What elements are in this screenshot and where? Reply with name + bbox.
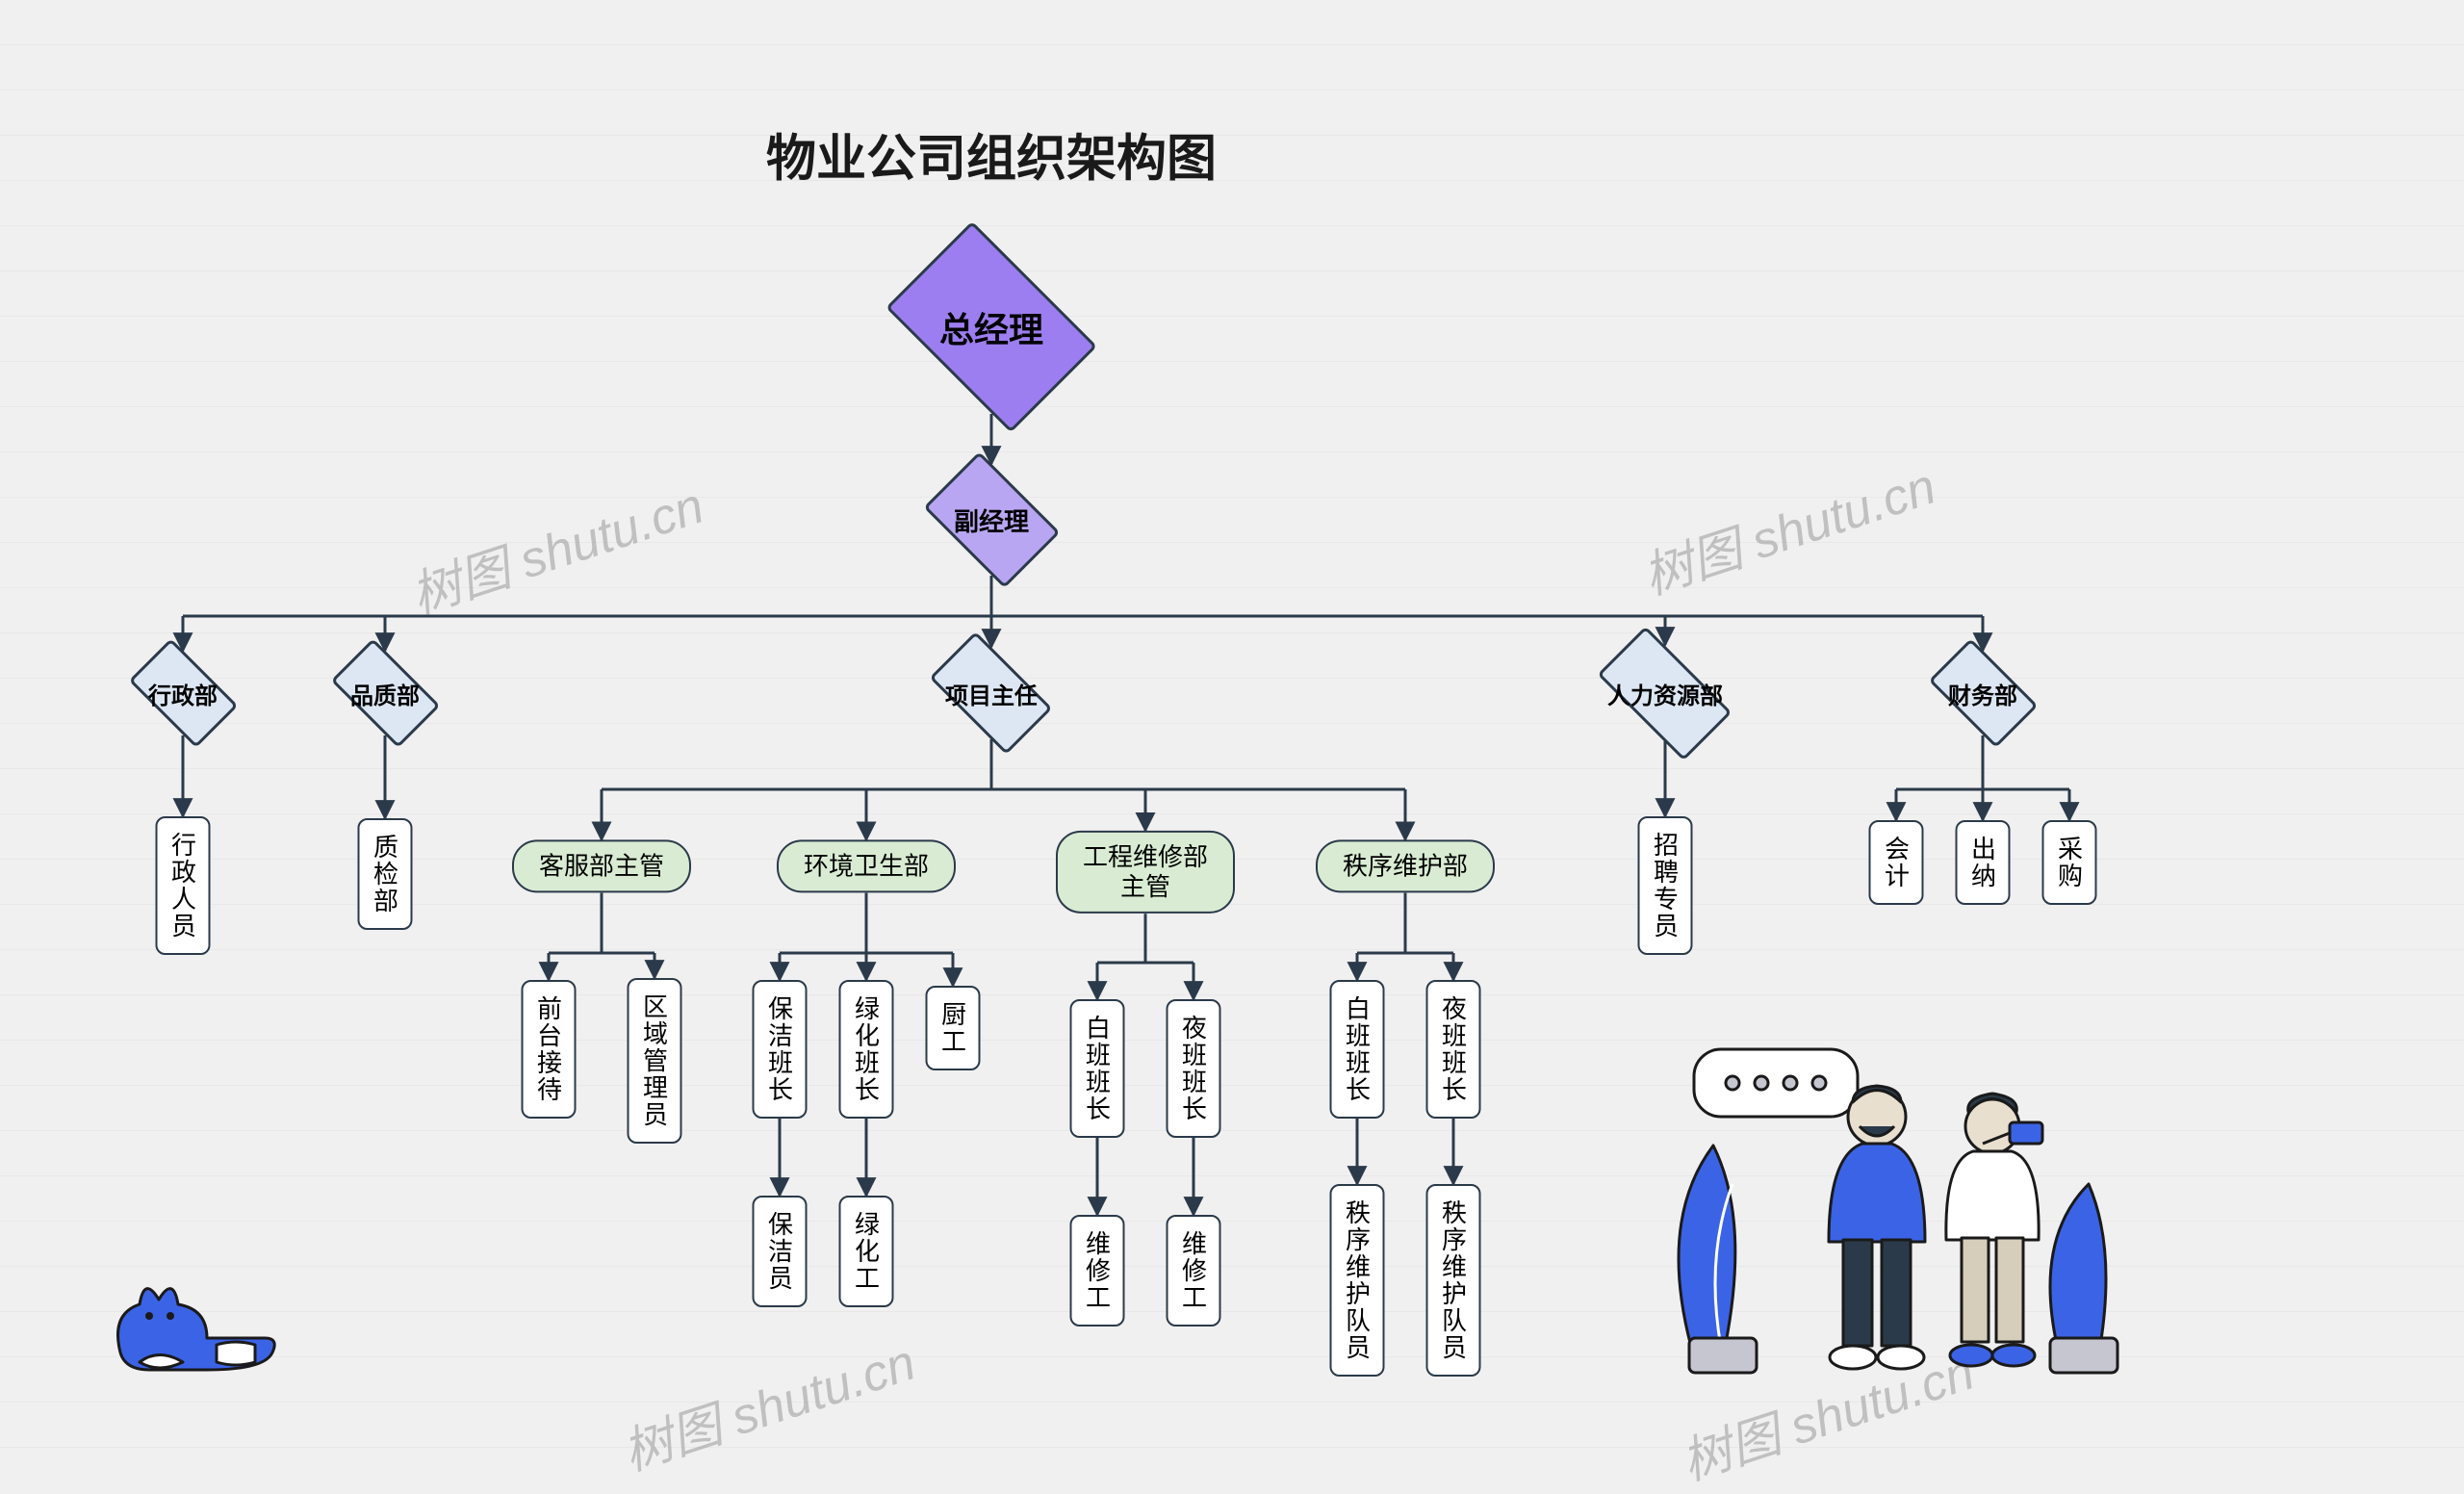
diamond-label-pm: 项目主任: [945, 677, 1038, 710]
diamond-admin: 行政部: [116, 651, 250, 735]
leaf-cs_area: 区域管理员: [628, 978, 682, 1144]
leaf-ord_day_w: 秩序维护队员: [1330, 1184, 1385, 1377]
leaf-purchase: 采购: [2042, 820, 2097, 905]
leaf-ord_night_l: 夜班班长: [1426, 980, 1481, 1119]
leaf-ord_day_l: 白班班长: [1330, 980, 1385, 1119]
pill-ord_head: 秩序维护部: [1316, 839, 1495, 892]
diamond-hr: 人力资源部: [1578, 645, 1752, 741]
diamond-label-admin: 行政部: [148, 677, 218, 710]
leaf-env_green: 绿化工: [839, 1196, 894, 1307]
diamond-label-dgm: 副经理: [954, 502, 1029, 538]
diamond-pm: 项目主任: [914, 647, 1068, 739]
leaf-admin_staff: 行政人员: [156, 816, 211, 955]
pill-eng_head: 工程维修部 主管: [1056, 831, 1235, 914]
pill-cs_head: 客服部主管: [512, 839, 691, 892]
diamond-label-fin: 财务部: [1948, 677, 2017, 710]
watermark: 树图 shutu.cn: [400, 465, 711, 628]
leaf-env_clean_l: 保洁班长: [753, 980, 808, 1119]
watermark: 树图 shutu.cn: [1632, 446, 1943, 608]
chart-title: 物业公司组织架构图: [766, 118, 1217, 191]
leaf-ord_night_w: 秩序维护队员: [1426, 1184, 1481, 1377]
leaf-cs_recep: 前台接待: [522, 980, 577, 1119]
leaf-env_clean: 保洁员: [753, 1196, 808, 1307]
cat-illustration: [101, 1256, 284, 1381]
watermark: 树图 shutu.cn: [612, 1322, 923, 1484]
background-lines: [0, 0, 2464, 1491]
diamond-gm: 总经理: [866, 241, 1116, 414]
leaf-eng_day_w: 维修工: [1070, 1215, 1125, 1327]
diamond-fin: 财务部: [1915, 651, 2050, 735]
leaf-hr_rec: 招聘专员: [1638, 816, 1693, 955]
leaf-acc: 会计: [1869, 820, 1924, 905]
diamond-label-quality: 品质部: [350, 677, 420, 710]
diamond-label-gm: 总经理: [939, 302, 1043, 352]
leaf-env_green_l: 绿化班长: [839, 980, 894, 1119]
diamond-quality: 品质部: [318, 651, 452, 735]
diamond-label-hr: 人力资源部: [1607, 677, 1723, 710]
leaf-cashier: 出纳: [1956, 820, 2011, 905]
connector-layer: [0, 0, 2464, 1491]
leaf-eng_night_l: 夜班班长: [1167, 999, 1221, 1138]
leaf-eng_day_l: 白班班长: [1070, 999, 1125, 1138]
pill-env_head: 环境卫生部: [777, 839, 956, 892]
leaf-env_cook: 厨工: [926, 986, 981, 1070]
leaf-eng_night_w: 维修工: [1167, 1215, 1221, 1327]
watermark: 树图 shutu.cn: [1671, 1331, 1982, 1494]
people-illustration: [1636, 1030, 2137, 1377]
diamond-dgm: 副经理: [911, 464, 1072, 576]
leaf-qc_dept: 质检部: [358, 818, 413, 930]
